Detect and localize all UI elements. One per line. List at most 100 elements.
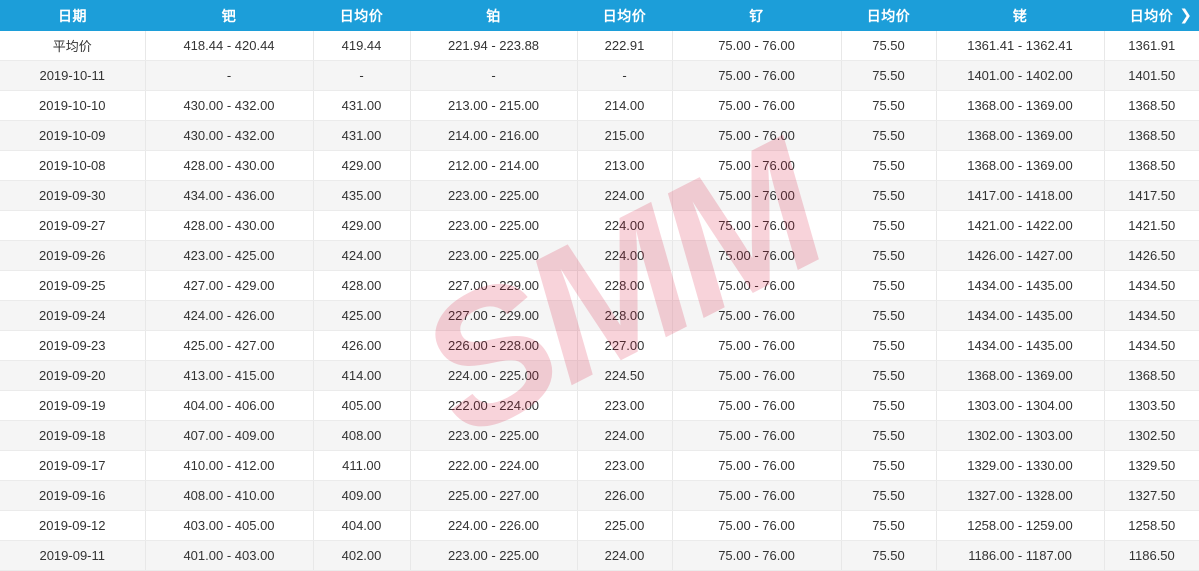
table-row: 平均价 418.44 - 420.44 419.44 221.94 - 223.88 2…: [0, 31, 1199, 61]
table-cell: 212.00 - 214.00: [410, 150, 578, 181]
table-cell: 75.00 - 76.00: [672, 510, 842, 541]
table-cell: 75.00 - 76.00: [672, 150, 842, 181]
column-header: 钯: [145, 0, 313, 31]
table-cell: 423.00 - 425.00: [145, 240, 314, 271]
table-cell: 2019-09-18: [0, 420, 146, 451]
table-cell: 75.50: [841, 510, 937, 541]
table-cell: 75.50: [841, 390, 937, 421]
table-cell: 2019-09-11: [0, 540, 146, 571]
table-cell: 75.50: [841, 360, 937, 391]
table-cell: 418.44 - 420.44: [145, 31, 314, 61]
table-cell: 75.50: [841, 150, 937, 181]
table-row: 2019-09-20 413.00 - 415.00 414.00 224.00 - …: [0, 360, 1199, 391]
table-cell: 224.00: [577, 540, 673, 571]
table-cell: 222.91: [577, 31, 673, 61]
table-cell: 224.00: [577, 420, 673, 451]
table-cell: 227.00: [577, 330, 673, 361]
table-cell: 75.50: [841, 120, 937, 151]
table-cell: 1401.50: [1104, 60, 1199, 91]
table-cell: 75.50: [841, 420, 937, 451]
table-cell: -: [577, 60, 673, 91]
table-cell: 403.00 - 405.00: [145, 510, 314, 541]
table-cell: 223.00 - 225.00: [410, 180, 578, 211]
column-header: 铂: [410, 0, 577, 31]
table-cell: 414.00: [313, 360, 411, 391]
table-cell: 426.00: [313, 330, 411, 361]
table-cell: 410.00 - 412.00: [145, 450, 314, 481]
table-cell: 2019-09-30: [0, 180, 146, 211]
table-cell: 1434.00 - 1435.00: [936, 300, 1105, 331]
table-cell: 1417.50: [1104, 180, 1199, 211]
table-cell: 1302.00 - 1303.00: [936, 420, 1105, 451]
table-cell: 1361.91: [1104, 31, 1199, 61]
table-cell: 402.00: [313, 540, 411, 571]
table-cell: 2019-10-11: [0, 60, 146, 91]
column-header: 铑: [936, 0, 1104, 31]
table-cell: 75.50: [841, 90, 937, 121]
table-cell: 419.44: [313, 31, 411, 61]
table-cell: 408.00: [313, 420, 411, 451]
table-cell: 215.00: [577, 120, 673, 151]
table-cell: 225.00 - 227.00: [410, 480, 578, 511]
table-cell: 75.00 - 76.00: [672, 240, 842, 271]
column-header: 日均价: [1104, 0, 1199, 31]
table-cell: 2019-09-25: [0, 270, 146, 301]
table-cell: 431.00: [313, 90, 411, 121]
table-cell: 228.00: [577, 270, 673, 301]
table-cell: 429.00: [313, 150, 411, 181]
table-cell: 213.00 - 215.00: [410, 90, 578, 121]
table-row: 2019-09-27 428.00 - 430.00 429.00 223.00 - …: [0, 210, 1199, 241]
table-cell: 227.00 - 229.00: [410, 270, 578, 301]
table-cell: 1327.50: [1104, 480, 1199, 511]
table-cell: 225.00: [577, 510, 673, 541]
table-row: 2019-09-19 404.00 - 406.00 405.00 222.00 - …: [0, 390, 1199, 421]
table-cell: 1327.00 - 1328.00: [936, 480, 1105, 511]
chevron-right-icon[interactable]: ❯: [1179, 7, 1192, 24]
table-cell: 2019-09-24: [0, 300, 146, 331]
table-cell: 75.50: [841, 300, 937, 331]
table-row: 2019-09-18 407.00 - 409.00 408.00 223.00 - …: [0, 420, 1199, 451]
table-cell: 404.00 - 406.00: [145, 390, 314, 421]
table-cell: 1426.50: [1104, 240, 1199, 271]
table-cell: 1186.00 - 1187.00: [936, 540, 1105, 571]
table-cell: 1368.00 - 1369.00: [936, 90, 1105, 121]
table-cell: 1258.00 - 1259.00: [936, 510, 1105, 541]
table-cell: 222.00 - 224.00: [410, 450, 578, 481]
table-cell: 1426.00 - 1427.00: [936, 240, 1105, 271]
table-row: 2019-10-08 428.00 - 430.00 429.00 212.00 - …: [0, 150, 1199, 181]
table-cell: 75.00 - 76.00: [672, 420, 842, 451]
table-cell: 425.00: [313, 300, 411, 331]
table-cell: 405.00: [313, 390, 411, 421]
table-cell: 2019-10-08: [0, 150, 146, 181]
table-cell: 2019-09-16: [0, 480, 146, 511]
table-cell: 427.00 - 429.00: [145, 270, 314, 301]
table-cell: 75.00 - 76.00: [672, 540, 842, 571]
table-cell: 401.00 - 403.00: [145, 540, 314, 571]
table-row: 2019-09-12 403.00 - 405.00 404.00 224.00 - …: [0, 510, 1199, 541]
table-cell: 1401.00 - 1402.00: [936, 60, 1105, 91]
table-cell: 1434.50: [1104, 330, 1199, 361]
table-row: 2019-09-17 410.00 - 412.00 411.00 222.00 - …: [0, 450, 1199, 481]
table-cell: 213.00: [577, 150, 673, 181]
table-cell: 428.00 - 430.00: [145, 210, 314, 241]
table-cell: -: [145, 60, 314, 91]
table-cell: 223.00 - 225.00: [410, 420, 578, 451]
table-cell: 1434.50: [1104, 300, 1199, 331]
table-cell: 1303.50: [1104, 390, 1199, 421]
table-row: 2019-09-30 434.00 - 436.00 435.00 223.00 - …: [0, 180, 1199, 211]
column-header: 日均价: [841, 0, 936, 31]
table-cell: 75.50: [841, 450, 937, 481]
table-cell: 430.00 - 432.00: [145, 90, 314, 121]
table-cell: 75.00 - 76.00: [672, 300, 842, 331]
table-cell: 2019-09-17: [0, 450, 146, 481]
table-cell: 224.00 - 225.00: [410, 360, 578, 391]
table-cell: 75.50: [841, 330, 937, 361]
table-cell: 223.00 - 225.00: [410, 240, 578, 271]
table-cell: 1421.00 - 1422.00: [936, 210, 1105, 241]
table-cell: 75.50: [841, 270, 937, 301]
table-cell: 1368.50: [1104, 360, 1199, 391]
table-cell: -: [410, 60, 578, 91]
table-cell: 75.00 - 76.00: [672, 120, 842, 151]
column-header: 日期: [0, 0, 145, 31]
table-cell: 75.50: [841, 540, 937, 571]
